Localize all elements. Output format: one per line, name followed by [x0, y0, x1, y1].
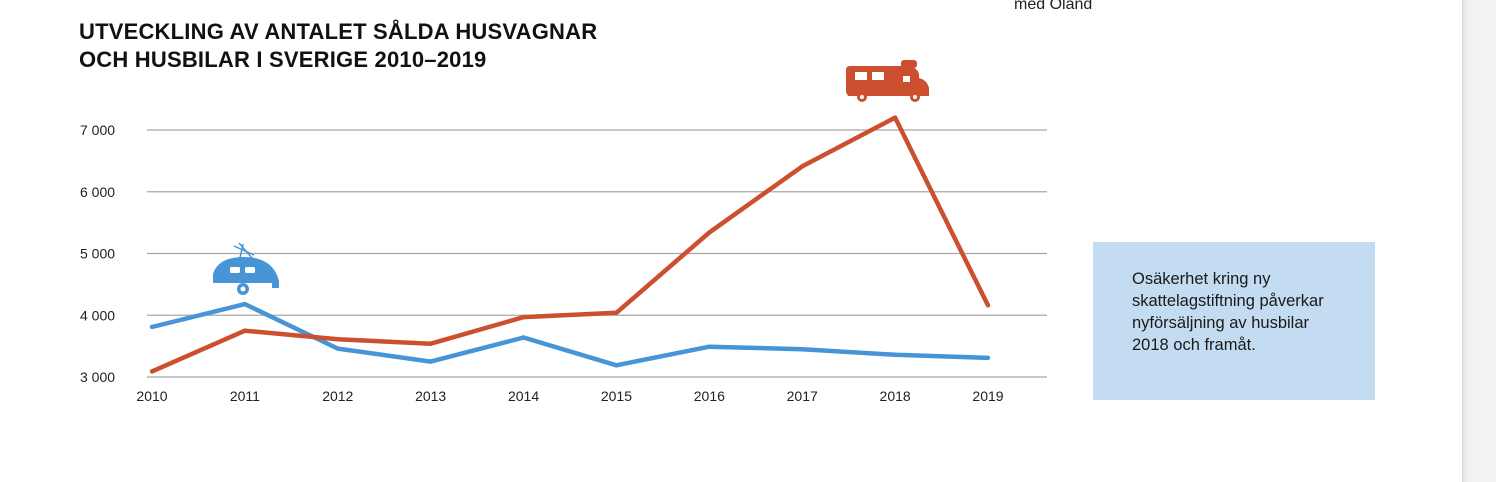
- x-tick-label: 2011: [230, 388, 260, 404]
- y-tick-label: 4 000: [80, 307, 115, 323]
- data-point: [985, 355, 991, 361]
- data-point: [985, 303, 991, 308]
- data-point: [428, 341, 433, 346]
- y-tick-label: 5 000: [80, 246, 115, 262]
- note-text: Osäkerhet kring ny skattelagstiftning på…: [1132, 270, 1324, 354]
- data-point: [614, 310, 619, 315]
- chart-title-line-1: UTVECKLING AV ANTALET SÅLDA HUSVAGNAR: [79, 19, 598, 44]
- data-point: [521, 335, 526, 340]
- data-point: [149, 324, 155, 330]
- x-tick-label: 2012: [322, 388, 353, 404]
- data-point: [614, 363, 619, 368]
- data-point: [242, 328, 248, 333]
- grid-lines: [147, 129, 1047, 378]
- page-text-fragment: med Öland: [1014, 0, 1093, 13]
- x-tick-label: 2015: [601, 388, 632, 404]
- data-point: [800, 347, 805, 352]
- y-tick-label: 3 000: [80, 369, 115, 385]
- x-tick-label: 2010: [136, 388, 167, 404]
- series-lines: [149, 115, 991, 374]
- chart-title-line-2: OCH HUSBILAR I SVERIGE 2010–2019: [79, 47, 487, 72]
- x-tick-label: 2016: [694, 388, 725, 404]
- data-point: [892, 115, 898, 120]
- data-point: [242, 301, 248, 307]
- motorhome-icon: [846, 60, 929, 102]
- x-tick-label: 2013: [415, 388, 446, 404]
- data-point: [707, 344, 712, 349]
- data-point: [800, 164, 805, 169]
- data-point: [149, 369, 155, 374]
- note-box: Osäkerhet kring ny skattelagstiftning på…: [1093, 242, 1375, 400]
- data-point: [707, 230, 712, 235]
- y-tick-label: 6 000: [80, 184, 115, 200]
- series-line-caravans: [151, 301, 989, 368]
- chart-title: UTVECKLING AV ANTALET SÅLDA HUSVAGNAR OC…: [79, 18, 597, 74]
- x-tick-label: 2014: [508, 388, 539, 404]
- x-tick-label: 2019: [972, 388, 1003, 404]
- series-line-motorhomes: [151, 115, 991, 374]
- page-edge: [1462, 0, 1496, 482]
- x-axis-ticks: 2010 2011 2012 2013 2014 2015 2016 2017 2018 2019: [136, 388, 1003, 404]
- caravan-icon: [213, 242, 279, 295]
- data-point: [521, 314, 526, 320]
- data-point: [335, 346, 340, 351]
- x-tick-label: 2018: [880, 388, 911, 404]
- y-tick-label: 7 000: [80, 122, 115, 138]
- data-point: [892, 352, 898, 357]
- y-axis-ticks: 3 000 4 000 5 000 6 000 7 000: [80, 122, 115, 385]
- x-tick-label: 2017: [787, 388, 818, 404]
- data-point: [335, 337, 340, 342]
- data-point: [428, 359, 433, 364]
